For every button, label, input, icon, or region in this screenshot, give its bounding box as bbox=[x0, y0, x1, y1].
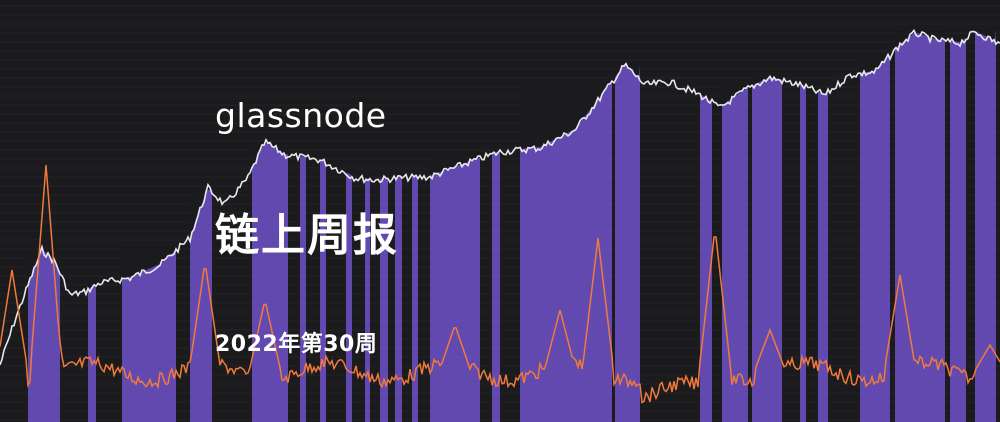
band-edge bbox=[752, 76, 782, 86]
highlight-band bbox=[430, 156, 480, 422]
highlight-band bbox=[320, 158, 326, 422]
highlight-band bbox=[615, 65, 640, 422]
band-edge bbox=[860, 52, 890, 73]
band-edge bbox=[520, 79, 612, 149]
highlight-band bbox=[492, 150, 500, 422]
band-edge bbox=[28, 248, 60, 285]
report-title: 链上周报 bbox=[215, 210, 399, 261]
report-week: 2022年第30周 bbox=[215, 332, 378, 357]
highlight-band bbox=[88, 283, 96, 422]
band-edge bbox=[190, 187, 212, 237]
highlight-band bbox=[818, 90, 828, 422]
highlight-band bbox=[722, 86, 748, 422]
highlight-band bbox=[380, 176, 388, 422]
highlight-band bbox=[395, 175, 402, 422]
highlight-band bbox=[700, 93, 712, 422]
highlight-band bbox=[346, 171, 352, 422]
highlight-band bbox=[950, 36, 966, 422]
band-edge bbox=[800, 82, 806, 87]
highlight-band bbox=[752, 77, 782, 422]
highlight-band bbox=[365, 177, 370, 422]
highlight-band bbox=[975, 30, 996, 422]
highlight-band bbox=[412, 175, 418, 422]
highlight-band bbox=[800, 83, 806, 422]
price-line bbox=[0, 28, 1000, 366]
highlight-bands bbox=[28, 29, 996, 422]
band-edge bbox=[122, 247, 176, 279]
band-edge bbox=[365, 176, 370, 179]
indicator-line bbox=[0, 164, 1000, 404]
brand-logo: glassnode bbox=[215, 96, 387, 135]
highlight-band bbox=[860, 53, 890, 422]
highlight-band bbox=[300, 155, 306, 422]
band-edge bbox=[346, 170, 352, 176]
highlight-band bbox=[190, 190, 212, 422]
